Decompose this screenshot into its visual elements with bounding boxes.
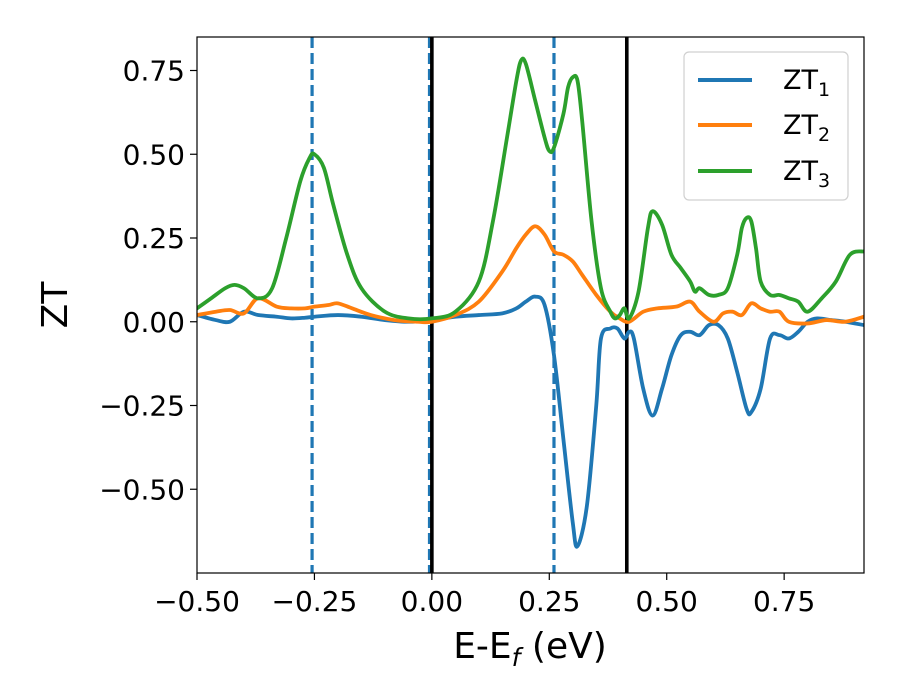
x-tick-label: −0.50 (154, 585, 240, 618)
x-tick-label: 0.50 (636, 585, 698, 618)
series-lines (197, 56, 864, 549)
plot-frame (196, 36, 865, 574)
x-tick-label: −0.25 (272, 585, 358, 618)
legend: ZT1 ZT2 ZT3 (683, 51, 849, 201)
legend-label-zt3-main: ZT (783, 156, 818, 187)
series-line-zt3 (197, 56, 864, 322)
legend-label-zt2-sub: 2 (818, 124, 830, 146)
y-axis-title: ZT (35, 281, 76, 329)
y-tick-label: 0.50 (123, 138, 185, 171)
legend-label-zt2-main: ZT (783, 110, 818, 141)
x-tick-label: 0.75 (753, 585, 815, 618)
vertical-reference-lines (310, 37, 629, 573)
y-tick-label: 0.75 (123, 55, 185, 88)
x-tick-label: 0.00 (401, 585, 463, 618)
legend-label-zt1-sub: 1 (818, 79, 830, 101)
y-tick-label: −0.25 (99, 390, 185, 423)
legend-label-zt1-main: ZT (783, 65, 818, 96)
series-line-zt2 (197, 224, 864, 326)
x-axis-title: E-Ef (eV) (453, 626, 607, 672)
x-axis-title-main: E-E (453, 626, 511, 667)
x-axis-title-unit: (eV) (520, 626, 606, 667)
legend-label-zt3: ZT3 (783, 156, 830, 192)
y-tick-label: −0.50 (99, 473, 185, 506)
series-line-zt1 (197, 294, 864, 549)
x-tick-label: 0.25 (518, 585, 580, 618)
legend-box (683, 51, 849, 201)
legend-label-zt3-sub: 3 (818, 170, 830, 192)
legend-label-zt2: ZT2 (783, 110, 830, 146)
legend-label-zt1: ZT1 (783, 65, 830, 101)
y-tick-label: 0.25 (123, 222, 185, 255)
x-axis: −0.50 −0.25 0.00 0.25 0.50 0.75 (154, 573, 815, 618)
y-axis: −0.50 −0.25 0.00 0.25 0.50 0.75 (99, 55, 197, 506)
y-tick-label: 0.00 (123, 306, 185, 339)
